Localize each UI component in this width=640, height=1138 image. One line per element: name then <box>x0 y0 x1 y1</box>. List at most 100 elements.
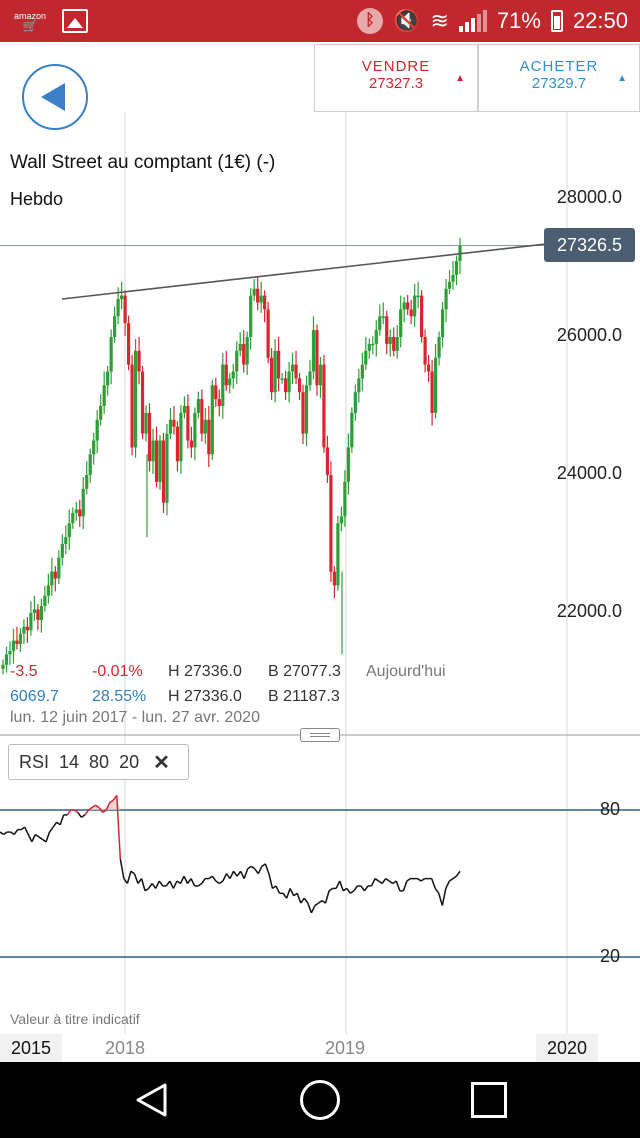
candle-body <box>67 523 71 538</box>
candle-body <box>172 419 176 427</box>
candle-body <box>444 288 448 310</box>
candle-body <box>133 350 138 448</box>
rsi-line-segment <box>186 878 192 884</box>
rsi-line-segment <box>155 880 160 889</box>
nav-back-icon[interactable] <box>134 1082 170 1118</box>
buy-button[interactable]: ACHETER 27329.7 ▲ <box>478 44 640 112</box>
candle-body <box>433 357 438 413</box>
candle-body <box>154 440 159 482</box>
candle-body <box>235 350 239 372</box>
rsi-line-segment <box>208 875 213 880</box>
disclaimer: Valeur à titre indicatif <box>10 1011 140 1027</box>
rsi-line-segment <box>370 878 376 887</box>
rsi-line-segment <box>385 877 390 882</box>
candle-body <box>29 613 33 631</box>
candle-body <box>266 309 270 358</box>
remove-indicator-icon[interactable]: ✕ <box>153 751 170 774</box>
rsi-line-segment <box>24 826 29 835</box>
rsi-line-segment <box>218 880 224 885</box>
candle-body <box>280 378 284 380</box>
candle-body <box>447 281 452 289</box>
candle-body <box>259 295 263 303</box>
period-stats: 6069.7 28.55% H 27336.0 B 21187.3 <box>10 688 510 708</box>
rsi-line-segment <box>183 875 189 884</box>
candle-body <box>430 371 434 413</box>
x-tick-label: 2020 <box>536 1034 598 1062</box>
candle-body <box>311 330 316 372</box>
candle-body <box>147 412 152 462</box>
candle-body <box>228 378 232 386</box>
candle-body <box>385 316 389 344</box>
price-chart[interactable] <box>0 112 640 1034</box>
rsi-line-segment <box>158 880 164 887</box>
candle-body <box>381 316 385 318</box>
rsi-line-segment <box>328 887 334 892</box>
rsi-period: 14 <box>59 751 80 772</box>
candle-body <box>336 523 340 586</box>
candle-body <box>11 640 16 651</box>
rsi-line-segment <box>353 885 358 892</box>
nav-recents-icon[interactable] <box>471 1082 507 1118</box>
candle-body <box>193 412 197 448</box>
rsi-line-segment <box>455 870 461 877</box>
rsi-line-segment <box>388 880 394 885</box>
period-low: B 21187.3 <box>268 688 340 705</box>
sell-button[interactable]: VENDRE 27327.3 ▲ <box>314 44 478 112</box>
rsi-level-label: 20 <box>600 946 621 966</box>
candle-body <box>116 299 120 317</box>
candle-body <box>304 385 309 434</box>
rsi-line-segment <box>445 880 451 889</box>
rsi-line-segment <box>296 893 302 904</box>
candle-body <box>276 350 281 379</box>
rsi-line-segment <box>285 888 291 899</box>
day-stats: -3.5 -0.01% H 27336.0 B 27077.3 Aujourd'… <box>10 663 510 683</box>
candle-body <box>217 399 221 406</box>
candle-body <box>214 385 218 400</box>
rsi-line-segment <box>215 880 220 885</box>
rsi-indicator-chip[interactable]: RSI 14 80 20 ✕ <box>8 744 189 780</box>
chart-interval[interactable]: Hebdo <box>10 189 64 209</box>
rsi-line-segment <box>0 831 4 836</box>
rsi-line-segment <box>91 804 96 809</box>
candle-body <box>350 412 354 448</box>
back-button[interactable] <box>22 64 88 130</box>
nav-home-icon[interactable] <box>300 1080 340 1120</box>
rsi-line-segment <box>250 865 256 870</box>
candle-body <box>437 337 441 358</box>
battery-percent: 71% <box>496 8 541 33</box>
last-price-badge: 27326.5 <box>544 228 635 262</box>
rsi-line-segment <box>417 877 422 882</box>
rsi-line-segment <box>13 829 19 835</box>
rsi-line-segment <box>102 809 107 814</box>
period-change-pct: 28.55% <box>92 688 147 705</box>
rsi-line-segment <box>395 880 401 892</box>
rsi-upper: 80 <box>89 751 110 772</box>
candle-body <box>8 650 12 655</box>
rsi-line-segment <box>239 870 245 879</box>
rsi-line-segment <box>346 887 351 894</box>
candle-body <box>423 337 427 365</box>
candle-body <box>32 609 36 613</box>
candle-body <box>196 399 200 413</box>
rsi-line-segment <box>197 882 203 887</box>
rsi-line-segment <box>338 880 344 892</box>
x-tick-label: 2015 <box>0 1034 62 1062</box>
day-label: Aujourd'hui <box>366 663 446 680</box>
candle-body <box>64 537 68 544</box>
candle-body <box>249 295 253 337</box>
rsi-line-segment <box>303 897 309 904</box>
rsi-line-segment <box>148 883 153 889</box>
rsi-line-segment <box>314 902 319 907</box>
rsi-line-segment <box>119 858 125 879</box>
candle-body <box>102 385 106 406</box>
candle-body <box>318 364 323 386</box>
candle-body <box>168 419 173 434</box>
pane-resize-handle[interactable] <box>300 728 340 742</box>
signal-icon <box>458 10 487 32</box>
rsi-line-segment <box>77 812 82 818</box>
candle-body <box>297 378 302 393</box>
rsi-line-segment <box>105 802 111 811</box>
candle-body <box>238 343 242 351</box>
candle-body <box>440 309 445 337</box>
candle-body <box>36 609 40 620</box>
